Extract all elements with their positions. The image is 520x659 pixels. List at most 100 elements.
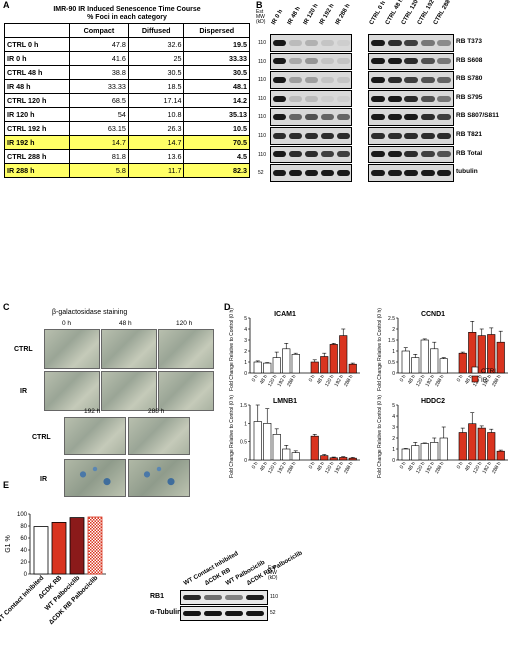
micrograph bbox=[158, 329, 214, 369]
table-cell: 4.5 bbox=[183, 149, 250, 164]
bar bbox=[439, 358, 448, 374]
band bbox=[337, 151, 350, 158]
y-tick-label: 2.5 bbox=[388, 316, 395, 322]
blot-strip bbox=[368, 71, 454, 89]
mw-value: 110 bbox=[258, 114, 266, 121]
bar bbox=[253, 361, 262, 374]
panel-letter-a: A bbox=[3, 0, 10, 10]
x-tick-label: 288 h bbox=[343, 461, 355, 475]
band bbox=[371, 39, 385, 46]
x-tick-label: 0 h bbox=[399, 374, 408, 383]
band bbox=[305, 76, 318, 83]
x-tick-label: WT Contact Inhibited bbox=[0, 574, 45, 625]
y-tick-label: 0 bbox=[392, 458, 395, 464]
band bbox=[437, 58, 451, 65]
bar bbox=[272, 357, 281, 374]
bar bbox=[291, 353, 300, 374]
band bbox=[387, 76, 402, 83]
x-tick-label: 288 h bbox=[343, 374, 355, 388]
mw-value: 110 bbox=[258, 133, 266, 139]
x-tick-label: 192 h bbox=[482, 461, 494, 475]
legend-swatch bbox=[471, 375, 479, 383]
y-tick-label: 1 bbox=[392, 349, 395, 355]
band bbox=[437, 132, 451, 139]
blot-strip bbox=[368, 127, 454, 145]
x-tick-label: 288 h bbox=[434, 374, 446, 388]
band bbox=[387, 58, 402, 65]
y-tick-label: 0 bbox=[244, 371, 247, 377]
row-label: IR 288 h bbox=[4, 163, 70, 178]
x-tick-label: 48 h bbox=[259, 374, 269, 386]
band bbox=[246, 611, 264, 616]
bar bbox=[310, 361, 319, 374]
band bbox=[371, 169, 385, 176]
table-header-cell: Diffused bbox=[127, 23, 185, 38]
band bbox=[337, 58, 350, 65]
blot-row-label: α-Tubulin bbox=[150, 609, 182, 616]
x-tick-label: 120 h bbox=[267, 461, 279, 475]
y-tick-label: 2 bbox=[392, 436, 395, 442]
band bbox=[420, 58, 435, 65]
lane-label: CTRL 288 h bbox=[432, 0, 455, 26]
bar bbox=[320, 356, 329, 374]
table-cell: 18.5 bbox=[127, 79, 185, 94]
table-row: CTRL 0 h 47.8 32.6 19.5 bbox=[4, 37, 250, 52]
x-tick-label: 192 h bbox=[277, 461, 289, 475]
micrograph bbox=[158, 371, 214, 411]
band bbox=[273, 76, 286, 83]
blot-row-label: RB S608 bbox=[456, 56, 483, 64]
band bbox=[289, 114, 302, 121]
band bbox=[289, 39, 302, 46]
band bbox=[404, 169, 418, 176]
table-cell: 13.6 bbox=[127, 149, 185, 164]
blot-row-label: RB1 bbox=[150, 593, 165, 600]
table-cell: 54 bbox=[69, 107, 129, 122]
x-tick-label: 192 h bbox=[425, 461, 437, 475]
y-tick-label: 1 bbox=[244, 421, 247, 427]
bar bbox=[496, 341, 505, 374]
band bbox=[321, 132, 334, 139]
y-tick-label: 100 bbox=[17, 512, 28, 518]
table-cell: 17.14 bbox=[127, 93, 185, 108]
legend-swatch bbox=[471, 366, 479, 374]
x-tick-label: 48 h bbox=[464, 461, 474, 473]
bar bbox=[329, 457, 338, 461]
blot-strip bbox=[368, 164, 454, 182]
band bbox=[420, 95, 435, 102]
table-cell: 14.7 bbox=[127, 135, 185, 150]
blot-strip bbox=[270, 89, 352, 108]
band bbox=[420, 76, 435, 83]
beta-gal-title: β-galactosidase staining bbox=[52, 309, 128, 316]
x-tick-label: 0 h bbox=[251, 374, 260, 383]
band bbox=[183, 595, 201, 600]
x-tick-label: 48 h bbox=[259, 461, 269, 473]
chart-title: HDDC2 bbox=[421, 398, 445, 405]
table-cell: 11.7 bbox=[127, 163, 185, 178]
blot-strip bbox=[180, 590, 268, 605]
y-tick-label: 40 bbox=[20, 548, 27, 554]
micrograph bbox=[128, 417, 190, 455]
band bbox=[387, 151, 402, 158]
band bbox=[183, 611, 201, 616]
band bbox=[337, 132, 350, 139]
blot-strip bbox=[270, 164, 352, 182]
table-cell: 48.1 bbox=[183, 79, 250, 94]
y-tick-label: 20 bbox=[20, 560, 27, 566]
band bbox=[273, 95, 286, 102]
band bbox=[437, 95, 451, 102]
table-row: CTRL 120 h 68.5 17.14 14.2 bbox=[4, 93, 250, 108]
y-tick-label: 4 bbox=[244, 327, 247, 333]
band bbox=[371, 95, 385, 102]
band bbox=[305, 95, 318, 102]
lane-label: IR 192 h bbox=[318, 3, 336, 26]
y-axis-label: Fold Change Relative to Control (0 h) bbox=[229, 308, 235, 391]
x-tick-label: 0 h bbox=[308, 374, 317, 383]
x-tick-label: 48 h bbox=[464, 374, 474, 386]
x-tick-label: 48 h bbox=[316, 461, 326, 473]
lane-label: IR 120 h bbox=[302, 3, 320, 26]
blot-strip bbox=[368, 89, 454, 108]
table-cell: 68.5 bbox=[69, 93, 129, 108]
table-cell: 38.8 bbox=[69, 65, 129, 80]
x-tick-label: 0 h bbox=[251, 461, 260, 470]
row-label: IR 192 h bbox=[4, 135, 70, 150]
